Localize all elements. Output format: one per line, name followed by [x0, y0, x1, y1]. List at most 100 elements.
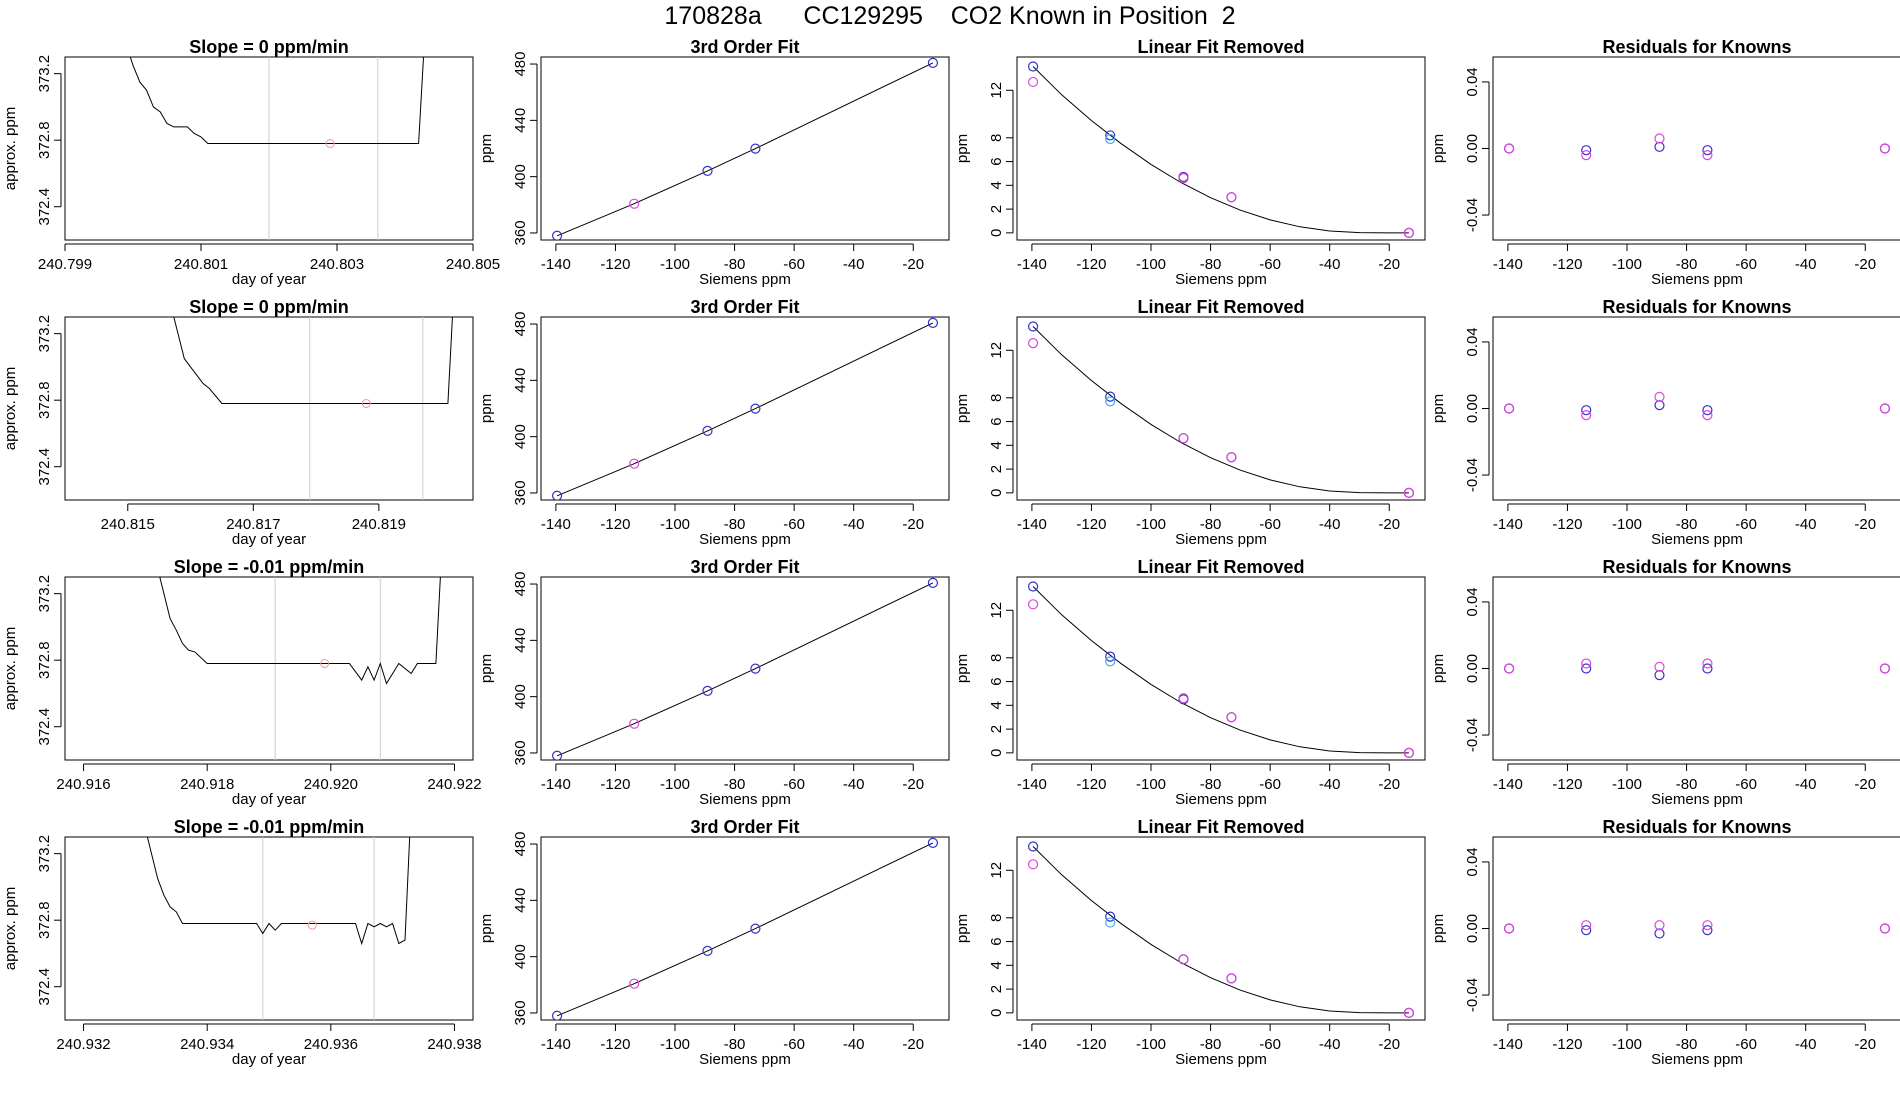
- y-tick-label: 360: [512, 220, 529, 245]
- x-tick-label: -60: [783, 256, 805, 273]
- y-tick-label: 0.00: [1464, 654, 1481, 683]
- fit-curve: [1032, 586, 1409, 754]
- data-point: [1178, 433, 1189, 444]
- y-axis-label: ppm: [1430, 914, 1447, 943]
- plot-frame: [1016, 836, 1426, 1021]
- y-tick-label: 372.4: [36, 708, 53, 746]
- x-tick-label: -120: [1552, 256, 1582, 273]
- x-tick-label: -80: [724, 1036, 746, 1053]
- y-axis-label: ppm: [478, 394, 495, 423]
- y-tick-label: 4: [988, 441, 1005, 449]
- x-tick-label: -40: [1319, 776, 1341, 793]
- series-line: [129, 57, 425, 144]
- x-tick-label: -20: [1854, 1036, 1876, 1053]
- x-axis-label: Siemens ppm: [1175, 791, 1267, 808]
- data-point: [1105, 656, 1116, 667]
- y-tick-label: -0.04: [1464, 198, 1481, 232]
- plot-area: [1027, 61, 1415, 238]
- data-point: [1403, 1007, 1415, 1018]
- x-tick-label: -100: [660, 776, 690, 793]
- x-tick-label: -60: [783, 1036, 805, 1053]
- data-point: [1581, 920, 1592, 931]
- data-point: [1403, 747, 1415, 758]
- slope-panel-row-2: Slope = 0 ppm/min 240.815 240.817 240.819 da…: [0, 296, 476, 556]
- x-tick-label: 240.819: [352, 516, 406, 533]
- y-tick-label: 12: [988, 342, 1005, 359]
- chart-svg: Slope = -0.01 ppm/min 240.916 240.918 240.9…: [2, 557, 482, 808]
- x-tick-label: -40: [843, 256, 865, 273]
- plot-area: [551, 57, 939, 240]
- y-tick-label: 0.04: [1464, 587, 1481, 616]
- data-point: [1503, 403, 1515, 414]
- plot-frame: [1016, 316, 1426, 501]
- x-tick-label: -60: [1259, 1036, 1281, 1053]
- data-point: [1503, 663, 1515, 674]
- x-tick-label: -140: [541, 256, 571, 273]
- y-axis-label: ppm: [1430, 134, 1447, 163]
- plot-frame: [1016, 576, 1426, 761]
- x-tick-label: -140: [1017, 256, 1047, 273]
- data-point: [1879, 143, 1891, 154]
- chart-svg: 3rd Order Fit -140 -120 -100 -80 -60 -40 -20 Sie…: [478, 557, 950, 808]
- data-point: [1226, 192, 1237, 203]
- x-tick-label: 240.918: [180, 776, 234, 793]
- plot-area: [129, 57, 425, 240]
- data-point: [1178, 693, 1189, 704]
- x-tick-label: -40: [1795, 776, 1817, 793]
- plot-area: [1503, 133, 1891, 161]
- plot-area: [1027, 581, 1415, 758]
- y-tick-label: 0.04: [1464, 67, 1481, 96]
- fit-curve: [556, 582, 934, 757]
- x-tick-label: -80: [1676, 776, 1698, 793]
- third-order-fit-panel-row-4: 3rd Order Fit -140 -120 -100 -80 -60 -40 -20 Sie…: [476, 816, 952, 1076]
- x-tick-label: -20: [1378, 776, 1400, 793]
- plot-frame: [64, 316, 474, 501]
- data-point: [1702, 920, 1713, 931]
- x-axis-label: Siemens ppm: [1175, 271, 1267, 288]
- x-tick-label: -120: [1076, 776, 1106, 793]
- plot-frame: [64, 576, 474, 761]
- y-tick-label: 0.00: [1464, 394, 1481, 423]
- chart-title: 3rd Order Fit: [690, 557, 799, 577]
- y-tick-label: 372.4: [36, 188, 53, 226]
- chart-title: Slope = 0 ppm/min: [189, 37, 349, 57]
- x-tick-label: -60: [1735, 1036, 1757, 1053]
- x-tick-label: -40: [1319, 1036, 1341, 1053]
- y-tick-label: 480: [512, 572, 529, 597]
- y-tick-label: 373.2: [36, 835, 53, 873]
- y-tick-label: 2: [988, 725, 1005, 733]
- chart-svg: Residuals for Knowns -140 -120 -100 -80 -60 -4…: [1430, 557, 1900, 808]
- x-tick-label: -20: [902, 776, 924, 793]
- data-point: [1654, 661, 1665, 672]
- data-point: [702, 425, 713, 436]
- y-axis-label: ppm: [954, 914, 971, 943]
- data-point: [1581, 410, 1592, 421]
- y-tick-label: 400: [512, 944, 529, 969]
- x-tick-label: -80: [1200, 256, 1222, 273]
- x-tick-label: -120: [1076, 1036, 1106, 1053]
- chart-svg: Residuals for Knowns -140 -120 -100 -80 -60 -4…: [1430, 817, 1900, 1068]
- x-tick-label: -120: [1076, 256, 1106, 273]
- x-axis-label: Siemens ppm: [699, 791, 791, 808]
- y-axis-label: ppm: [954, 134, 971, 163]
- x-tick-label: -80: [1676, 1036, 1698, 1053]
- x-tick-label: -140: [1493, 776, 1523, 793]
- data-point: [1178, 173, 1189, 184]
- x-tick-label: -80: [724, 516, 746, 533]
- y-tick-label: 480: [512, 832, 529, 857]
- y-axis-label: approx. ppm: [2, 887, 19, 970]
- y-axis-label: ppm: [478, 134, 495, 163]
- x-tick-label: 240.932: [56, 1036, 110, 1053]
- y-tick-label: 4: [988, 181, 1005, 189]
- data-point: [1581, 150, 1592, 161]
- y-tick-label: 0.04: [1464, 847, 1481, 876]
- series-line: [146, 837, 411, 946]
- y-tick-label: 480: [512, 52, 529, 77]
- x-tick-label: 240.817: [226, 516, 280, 533]
- plot-area: [159, 577, 441, 760]
- x-axis-label: day of year: [232, 1051, 306, 1068]
- linear-fit-removed-panel-row-4: Linear Fit Removed -140 -120 -100 -80 -60 -40 -…: [952, 816, 1428, 1076]
- x-axis-label: day of year: [232, 271, 306, 288]
- x-tick-label: -60: [1735, 256, 1757, 273]
- x-tick-label: -40: [1795, 256, 1817, 273]
